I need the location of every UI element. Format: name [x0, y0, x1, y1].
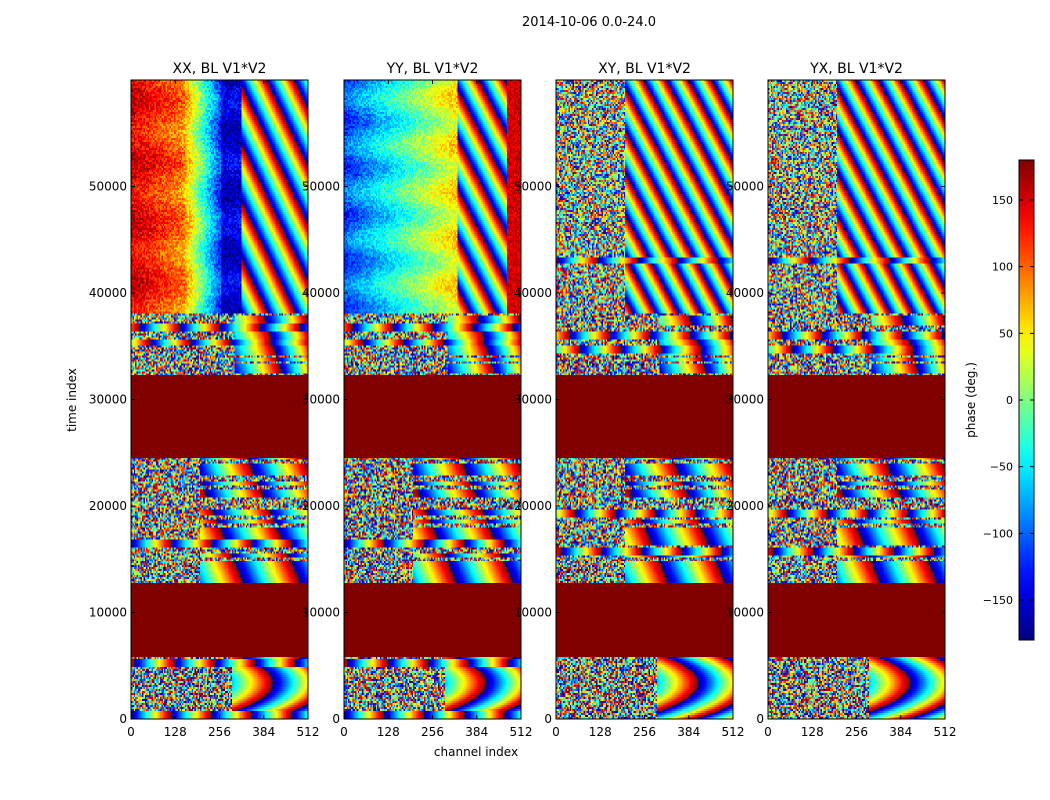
y-tick-label: 10000: [726, 606, 764, 620]
y-tick-label: 30000: [726, 393, 764, 407]
x-tick-label: 128: [377, 725, 400, 739]
panel-2: YY, BL V1*V2 0 128 256 384 512 0 10000 20000 3000…: [302, 61, 533, 739]
figure-title: 2014-10-06 0.0-24.0: [522, 15, 656, 30]
y-tick-label: 20000: [302, 499, 340, 513]
y-tick-label: 10000: [302, 606, 340, 620]
x-tick-label: 128: [801, 725, 824, 739]
y-tick-label: 10000: [89, 606, 127, 620]
x-tick-label: 384: [465, 725, 488, 739]
x-tick-label: 256: [208, 725, 231, 739]
y-axis-label: time index: [65, 368, 79, 432]
x-tick-label: 256: [633, 725, 656, 739]
flagged-block: [344, 583, 521, 657]
x-tick-label: 128: [164, 725, 187, 739]
y-tick-label: 30000: [514, 393, 552, 407]
colorbar-tick-label: 0: [1006, 394, 1013, 407]
x-tick-label: 384: [889, 725, 912, 739]
y-tick-label: 30000: [302, 393, 340, 407]
x-tick-label: 512: [934, 725, 957, 739]
colorbar-tick-label: −100: [983, 527, 1013, 540]
flagged-block: [344, 375, 521, 459]
flagged-block: [556, 583, 733, 657]
x-tick-label: 384: [677, 725, 700, 739]
y-tick-label: 50000: [726, 180, 764, 194]
y-tick-label: 0: [544, 712, 552, 726]
y-tick-label: 30000: [89, 393, 127, 407]
y-tick-label: 50000: [302, 180, 340, 194]
y-tick-label: 20000: [726, 499, 764, 513]
panel-4: YX, BL V1*V2 0 128 256 384 512 0 10000 20000 3000…: [726, 61, 957, 739]
panel-1: XX, BL V1*V2 0 128 256 384 512 0 10000 20000 3000…: [89, 61, 320, 739]
x-tick-label: 384: [252, 725, 275, 739]
y-tick-label: 40000: [726, 286, 764, 300]
y-tick-label: 0: [119, 712, 127, 726]
colorbar: −150 −100 −50 0 50 100 150: [983, 159, 1035, 641]
panel-title: YY, BL V1*V2: [386, 61, 479, 77]
y-tick-label: 0: [332, 712, 340, 726]
panel-title: YX, BL V1*V2: [809, 61, 903, 77]
x-tick-label: 0: [127, 725, 135, 739]
y-tick-label: 20000: [514, 499, 552, 513]
y-tick-label: 40000: [89, 286, 127, 300]
x-tick-label: 512: [297, 725, 320, 739]
y-tick-label: 0: [756, 712, 764, 726]
panel-title: XY, BL V1*V2: [598, 61, 691, 77]
flagged-block: [131, 583, 308, 657]
colorbar-tick-label: −150: [983, 594, 1013, 607]
flagged-block: [768, 583, 945, 657]
flagged-block: [131, 375, 308, 459]
x-tick-label: 0: [764, 725, 772, 739]
y-tick-label: 20000: [89, 499, 127, 513]
panel-group: XX, BL V1*V2 0 128 256 384 512 0 10000 20000 3000…: [89, 61, 957, 739]
colorbar-tick-label: 150: [992, 194, 1013, 207]
y-tick-label: 40000: [302, 286, 340, 300]
y-tick-label: 50000: [514, 180, 552, 194]
colorbar-tick-label: −50: [990, 461, 1013, 474]
x-tick-label: 128: [589, 725, 612, 739]
y-tick-label: 40000: [514, 286, 552, 300]
flagged-block: [556, 375, 733, 459]
colorbar-tick-label: 50: [999, 327, 1013, 340]
y-tick-label: 50000: [89, 180, 127, 194]
y-tick-label: 10000: [514, 606, 552, 620]
flagged-block: [768, 375, 945, 459]
x-axis-label: channel index: [434, 745, 518, 759]
panel-3: XY, BL V1*V2 0 128 256 384 512 0 10000 20000 3000…: [514, 61, 745, 739]
x-tick-label: 256: [421, 725, 444, 739]
x-tick-label: 256: [845, 725, 868, 739]
x-tick-label: 512: [510, 725, 533, 739]
panel-title: XX, BL V1*V2: [173, 61, 267, 77]
x-tick-label: 0: [340, 725, 348, 739]
x-tick-label: 512: [722, 725, 745, 739]
colorbar-tick-label: 100: [992, 261, 1013, 274]
colorbar-label: phase (deg.): [964, 362, 978, 438]
x-tick-label: 0: [552, 725, 560, 739]
